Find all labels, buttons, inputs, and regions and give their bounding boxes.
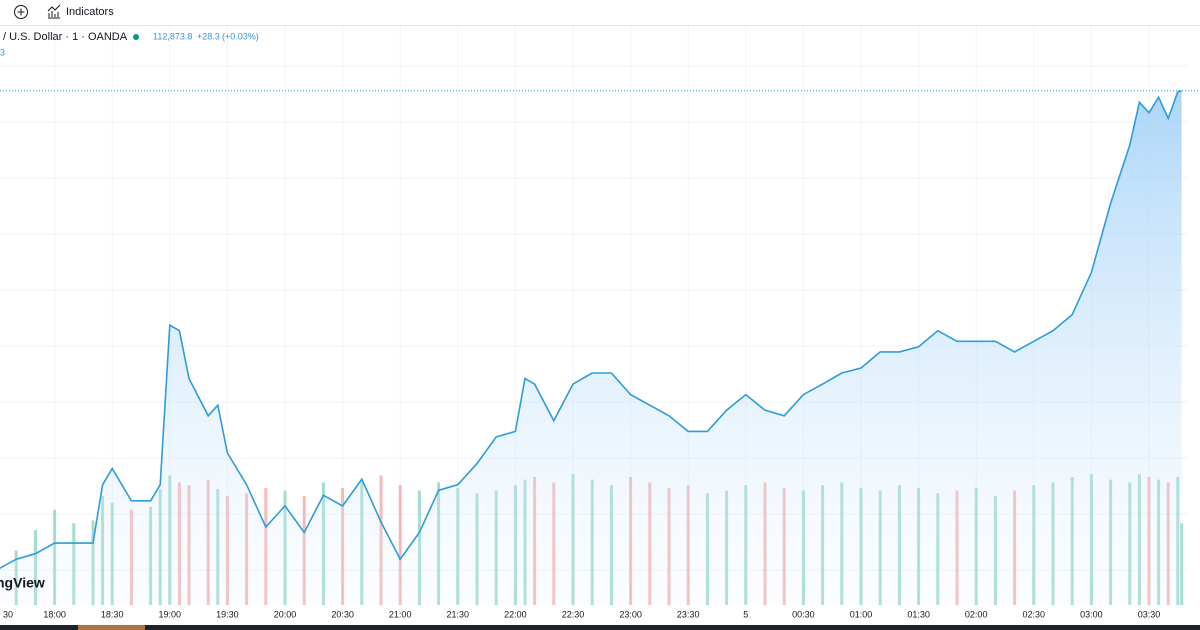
x-tick-label: 01:30 [907,609,930,619]
x-tick-label: 22:30 [562,609,585,619]
add-icon [17,8,25,16]
x-tick-label: 18:00 [43,609,66,619]
x-tick-label: 20:00 [274,609,297,619]
change-pct: (+0.03%) [222,31,259,41]
status-dot [133,34,139,40]
x-tick-label: 21:30 [447,609,470,619]
x-tick-label: 23:30 [677,609,700,619]
x-tick-label: 03:00 [1080,609,1103,619]
indicators-label[interactable]: Indicators [66,6,114,18]
x-tick-label: 30 [3,609,13,619]
x-tick-label: 19:00 [159,609,182,619]
x-tick-label: 00:30 [792,609,815,619]
watermark: ngView [0,575,45,591]
price: 112,873.8 [153,31,192,41]
x-tick-label: 21:00 [389,609,412,619]
symbol: / U.S. Dollar · 1 · OANDA [3,31,128,43]
x-tick-label: 22:00 [504,609,527,619]
price-line [0,90,1182,570]
x-tick-label: 02:00 [965,609,988,619]
volume-bar [1180,523,1184,605]
bottom-bar [0,625,1200,630]
x-tick-label: 20:30 [331,609,354,619]
volume-bar [398,485,402,605]
x-tick-label: 01:00 [850,609,873,619]
indicators-icon[interactable] [47,4,61,19]
change: +28.3 [197,31,220,41]
x-tick-label: 19:30 [216,609,239,619]
x-tick-label: 5 [743,609,748,619]
x-tick-label: 03:30 [1138,609,1161,619]
toolbar [0,0,1200,25]
sub-value: 3 [0,47,5,57]
area-fill [0,90,1182,605]
add-button[interactable] [14,5,28,19]
x-tick-label: 23:00 [619,609,642,619]
x-tick-label: 18:30 [101,609,124,619]
x-tick-label: 02:30 [1023,609,1046,619]
bottom-bar-highlight [78,625,145,630]
